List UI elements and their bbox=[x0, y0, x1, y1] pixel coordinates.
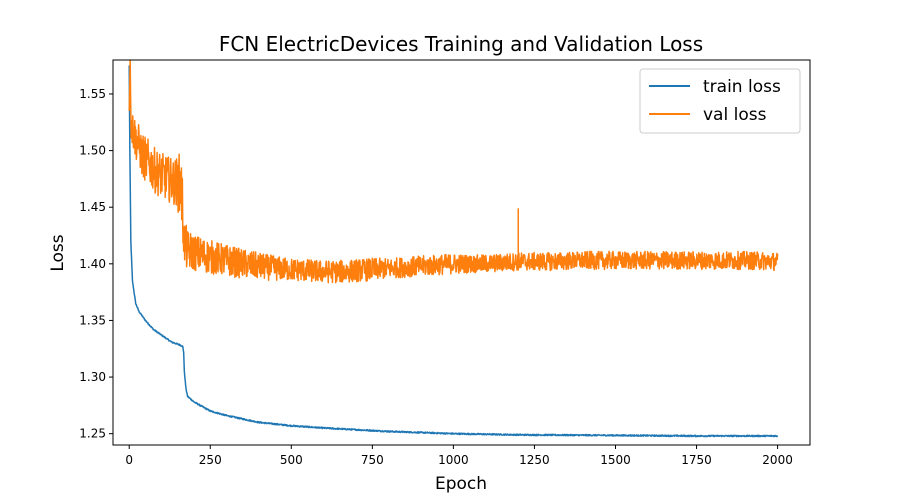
x-tick-label: 1750 bbox=[681, 453, 712, 467]
y-axis-label: Loss bbox=[48, 234, 68, 271]
y-tick-label: 1.30 bbox=[79, 370, 106, 384]
legend-label-val-loss: val loss bbox=[703, 105, 767, 125]
x-tick-label: 1250 bbox=[519, 453, 550, 467]
x-tick-label: 1500 bbox=[600, 453, 631, 467]
x-tick-label: 250 bbox=[199, 453, 222, 467]
x-tick-label: 750 bbox=[361, 453, 384, 467]
x-axis-ticks: 0 250 500 750 1000 1250 1500 1750 2000 bbox=[125, 445, 793, 467]
y-axis-ticks: 1.25 1.30 1.35 1.40 1.45 1.50 1.55 bbox=[79, 87, 113, 441]
plot-area bbox=[112, 59, 811, 446]
legend: train loss val loss bbox=[639, 68, 801, 134]
y-tick-label: 1.55 bbox=[79, 87, 106, 101]
x-tick-label: 0 bbox=[125, 453, 133, 467]
x-tick-label: 2000 bbox=[762, 453, 793, 467]
series-line-train-loss bbox=[128, 65, 779, 438]
x-tick-label: 1000 bbox=[438, 453, 469, 467]
x-tick-label: 500 bbox=[280, 453, 303, 467]
plot-frame bbox=[112, 59, 811, 446]
y-tick-label: 1.40 bbox=[79, 257, 106, 271]
series-layer bbox=[128, 60, 779, 438]
legend-label-train-loss: train loss bbox=[703, 77, 781, 97]
chart-title: FCN ElectricDevices Training and Validat… bbox=[219, 32, 703, 56]
series-line-val-loss bbox=[128, 60, 779, 284]
y-tick-label: 1.45 bbox=[79, 200, 106, 214]
y-tick-label: 1.25 bbox=[79, 427, 106, 441]
y-tick-label: 1.35 bbox=[79, 313, 106, 327]
x-axis-label: Epoch bbox=[435, 474, 487, 494]
y-tick-label: 1.50 bbox=[79, 144, 106, 158]
